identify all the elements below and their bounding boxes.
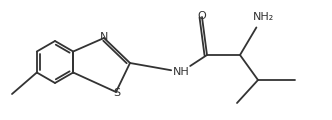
Text: NH₂: NH₂	[253, 12, 275, 22]
Text: NH: NH	[173, 67, 189, 77]
Text: S: S	[114, 88, 121, 98]
Text: O: O	[198, 11, 207, 21]
Text: N: N	[100, 32, 108, 42]
